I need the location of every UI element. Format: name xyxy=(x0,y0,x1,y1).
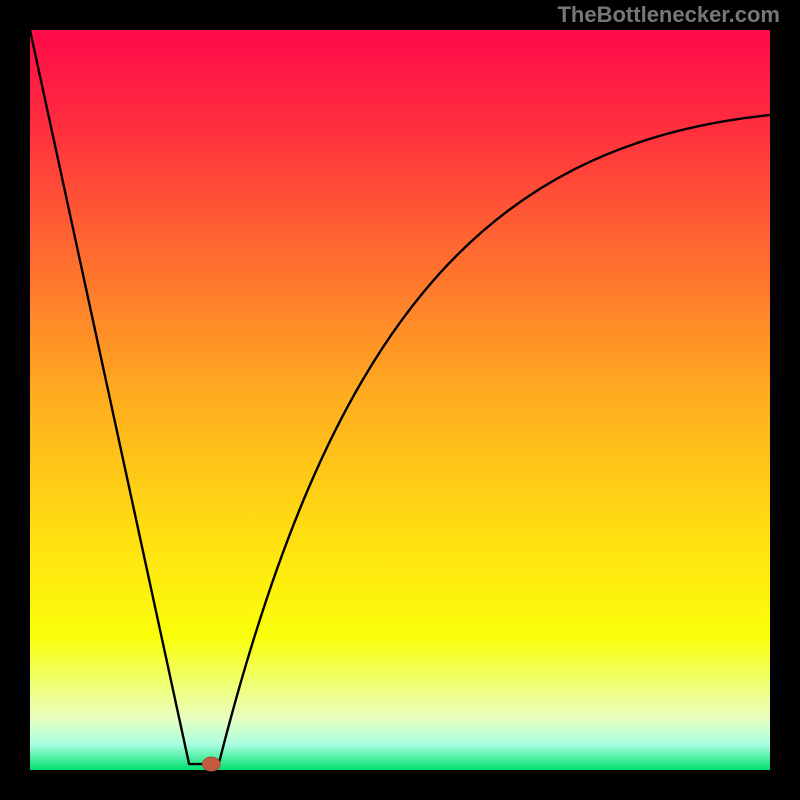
optimal-point-marker xyxy=(202,757,220,771)
bottleneck-chart xyxy=(0,0,800,800)
watermark-text: TheBottlenecker.com xyxy=(557,2,780,28)
plot-background xyxy=(30,30,770,770)
chart-container: TheBottlenecker.com xyxy=(0,0,800,800)
